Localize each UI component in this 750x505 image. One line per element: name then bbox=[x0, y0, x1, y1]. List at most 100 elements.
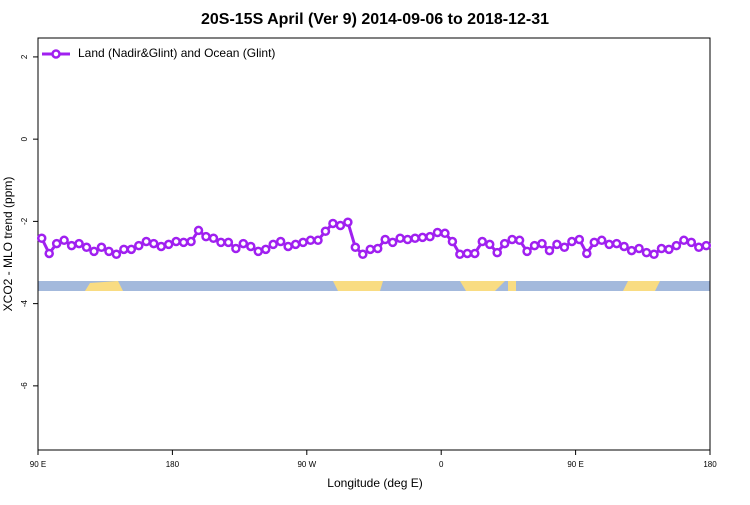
data-point bbox=[59, 235, 69, 246]
data-point bbox=[260, 244, 271, 255]
data-point bbox=[208, 233, 219, 243]
data-point bbox=[246, 241, 256, 252]
data-point bbox=[589, 237, 600, 248]
data-point bbox=[664, 244, 674, 255]
data-point bbox=[216, 237, 226, 248]
data-point bbox=[126, 244, 137, 255]
data-point bbox=[44, 248, 54, 259]
data-point bbox=[417, 232, 428, 243]
land-band bbox=[333, 281, 383, 291]
data-point bbox=[462, 248, 473, 259]
data-point bbox=[559, 242, 570, 253]
data-point bbox=[201, 231, 211, 242]
data-point bbox=[387, 237, 398, 248]
y-tick-label: -6 bbox=[20, 382, 29, 390]
data-point bbox=[395, 233, 405, 243]
data-point bbox=[596, 235, 607, 246]
data-point bbox=[499, 238, 510, 249]
land-band bbox=[85, 281, 123, 291]
data-point bbox=[223, 237, 234, 248]
data-point bbox=[679, 235, 689, 246]
data-point bbox=[477, 236, 488, 247]
y-tick-label: -2 bbox=[20, 217, 29, 225]
data-point bbox=[350, 242, 361, 253]
data-point bbox=[111, 249, 122, 260]
data-point bbox=[335, 220, 346, 231]
x-tick-label: 90 E bbox=[30, 460, 46, 469]
data-point bbox=[701, 240, 712, 251]
data-point bbox=[686, 237, 697, 248]
data-point bbox=[492, 247, 502, 258]
data-point bbox=[268, 239, 278, 250]
y-axis-title: XCO2 - MLO trend (ppm) bbox=[1, 177, 15, 312]
data-point bbox=[425, 231, 435, 242]
data-point bbox=[134, 240, 144, 251]
data-point bbox=[365, 244, 376, 255]
data-point bbox=[619, 241, 629, 252]
data-point bbox=[119, 244, 129, 255]
x-axis-title: Longitude (deg E) bbox=[327, 476, 422, 490]
data-point bbox=[455, 249, 465, 260]
data-point bbox=[298, 237, 308, 248]
data-point bbox=[283, 241, 293, 252]
data-point bbox=[544, 245, 555, 256]
x-tick-label: 180 bbox=[703, 460, 717, 469]
data-point bbox=[328, 218, 338, 229]
data-point bbox=[671, 240, 682, 251]
data-point bbox=[447, 236, 458, 247]
x-tick-label: 180 bbox=[166, 460, 180, 469]
data-point bbox=[313, 235, 323, 246]
data-point bbox=[156, 241, 166, 252]
data-point bbox=[66, 240, 77, 251]
data-point bbox=[253, 246, 264, 257]
data-point bbox=[186, 236, 196, 247]
data-point bbox=[163, 239, 174, 250]
data-point bbox=[552, 239, 562, 250]
x-tick-label: 0 bbox=[439, 460, 444, 469]
data-point bbox=[694, 242, 704, 253]
data-point bbox=[81, 242, 92, 253]
land-band bbox=[623, 281, 660, 291]
data-point bbox=[410, 233, 420, 243]
data-point bbox=[402, 234, 413, 245]
data-point bbox=[193, 225, 204, 236]
y-tick-label: 2 bbox=[20, 54, 29, 59]
data-point bbox=[634, 243, 644, 254]
data-point bbox=[36, 233, 47, 243]
x-tick-label: 90 W bbox=[297, 460, 316, 469]
data-point bbox=[507, 234, 517, 245]
data-point bbox=[626, 245, 637, 256]
data-point bbox=[574, 234, 585, 245]
data-point bbox=[89, 246, 99, 257]
data-point bbox=[440, 228, 450, 239]
data-point bbox=[432, 227, 443, 238]
legend-label: Land (Nadir&Glint) and Ocean (Glint) bbox=[78, 46, 275, 60]
legend-marker bbox=[51, 49, 61, 59]
data-point bbox=[372, 243, 383, 254]
data-point bbox=[484, 239, 495, 250]
data-point bbox=[470, 248, 480, 259]
land-ocean-band bbox=[38, 281, 710, 291]
data-point bbox=[148, 238, 159, 249]
data-point bbox=[649, 249, 659, 260]
data-point bbox=[514, 235, 525, 246]
data-point bbox=[537, 238, 547, 249]
data-point bbox=[656, 243, 667, 254]
y-tick-label: -4 bbox=[20, 300, 29, 308]
data-point bbox=[171, 236, 181, 247]
data-point bbox=[529, 240, 540, 251]
data-point bbox=[380, 234, 390, 245]
data-point bbox=[320, 226, 331, 237]
data-point bbox=[522, 246, 532, 257]
data-point bbox=[51, 238, 62, 249]
y-tick-label: 0 bbox=[20, 136, 29, 141]
data-point bbox=[141, 236, 152, 247]
data-point bbox=[582, 248, 592, 259]
data-point bbox=[611, 238, 622, 249]
data-point bbox=[305, 235, 316, 246]
data-point bbox=[358, 249, 368, 260]
data-point bbox=[231, 243, 241, 254]
data-point bbox=[275, 236, 286, 247]
chart-title: 20S-15S April (Ver 9) 2014-09-06 to 2018… bbox=[201, 11, 549, 28]
